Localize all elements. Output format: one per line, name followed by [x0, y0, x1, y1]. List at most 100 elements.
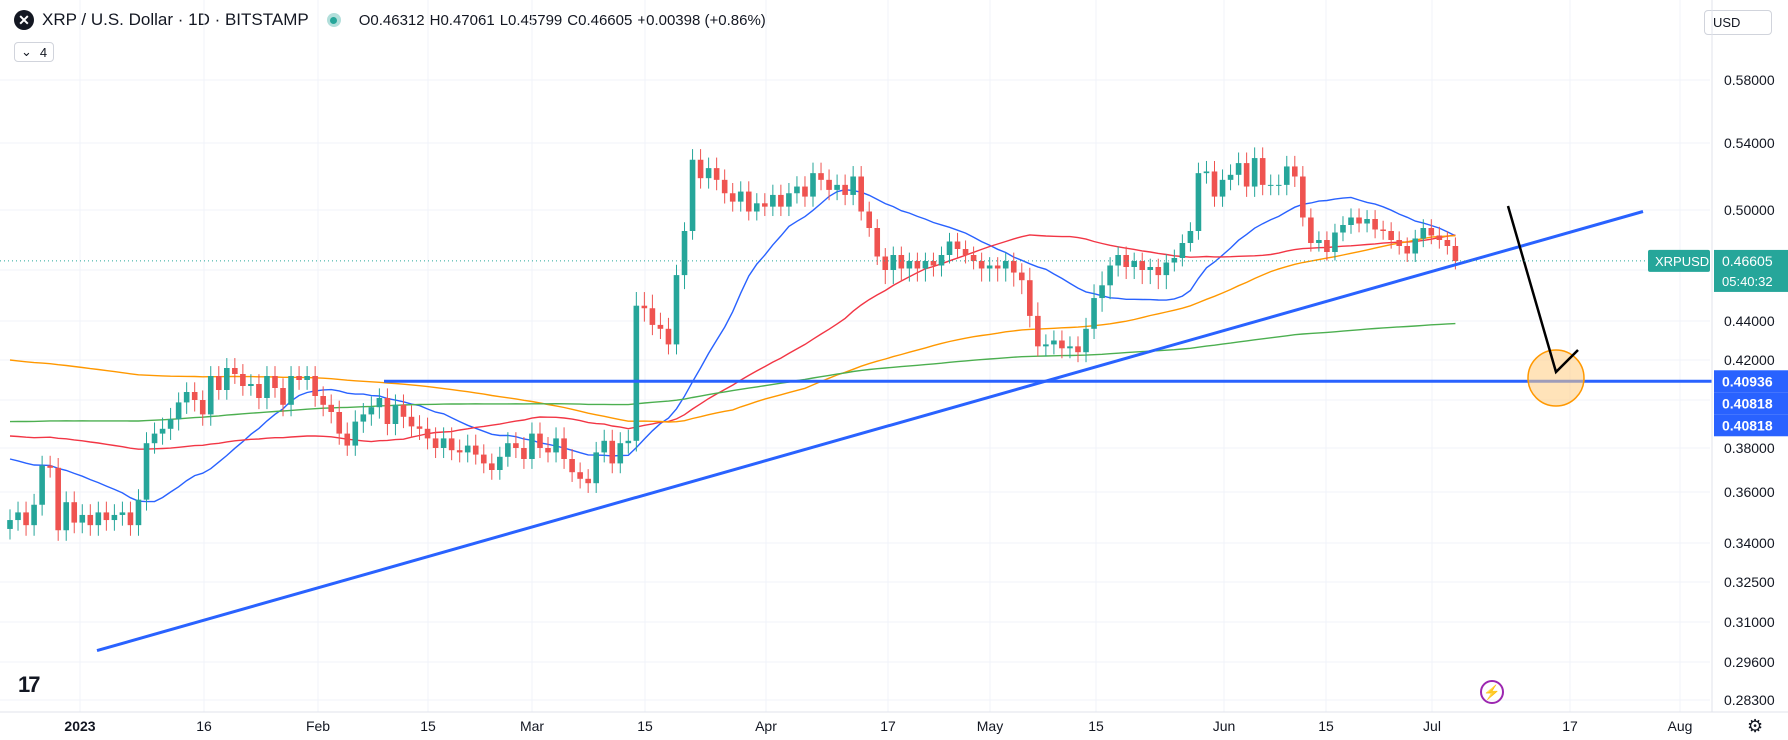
candle-body	[569, 459, 575, 473]
candle-body	[127, 512, 134, 526]
gear-icon[interactable]: ⚙	[1747, 716, 1764, 736]
x-tick-label: 17	[1562, 718, 1578, 734]
x-tick-label: Jul	[1423, 718, 1441, 734]
y-tick-label: 0.28300	[1724, 692, 1775, 708]
candle-body	[215, 376, 222, 390]
ascending-trendline[interactable]	[96, 210, 1644, 653]
candle-body	[1316, 240, 1322, 243]
candle-body	[553, 438, 559, 453]
candle-body	[1444, 240, 1451, 246]
candle-body	[689, 159, 696, 231]
candle-body	[1267, 184, 1274, 186]
candle-body	[489, 463, 495, 470]
candle-body	[681, 231, 688, 276]
candle-body	[240, 374, 246, 386]
tradingview-logo-icon[interactable]: 17	[18, 672, 41, 697]
candle-body	[167, 419, 174, 429]
y-tick-label: 0.38000	[1724, 440, 1775, 456]
candle-body	[376, 398, 383, 408]
candle-body	[657, 324, 664, 329]
candle-body	[1436, 235, 1443, 240]
candle-body	[1123, 255, 1129, 267]
candle-body	[1002, 261, 1009, 269]
candle-body	[1155, 267, 1162, 276]
candle-body	[593, 452, 599, 484]
projection-arrow[interactable]	[1506, 205, 1579, 375]
candle-body	[224, 368, 230, 390]
candle-body	[1292, 166, 1298, 177]
time-axis[interactable]: 2023 16 Feb 15 Mar 15 Apr 17 May 15 Jun 15 Jul 17 Aug	[0, 711, 1788, 734]
candle-body	[1139, 261, 1146, 270]
candle-body	[207, 376, 214, 415]
candle-body	[729, 193, 736, 202]
symbol-title[interactable]: XRP / U.S. Dollar · 1D · BITSTAMP	[42, 10, 309, 29]
candle-body	[962, 249, 969, 255]
candle-body	[1388, 231, 1394, 240]
candle-body	[521, 448, 527, 459]
candle-body	[1187, 231, 1194, 243]
candle-body	[400, 404, 407, 417]
level-label: 0.40936	[1722, 373, 1773, 389]
candle-body	[545, 448, 551, 453]
candle-body	[272, 376, 278, 388]
candle-body	[288, 376, 294, 405]
chevron-down-icon: ⌄	[21, 44, 32, 59]
candle-body	[1203, 171, 1210, 174]
candle-body	[1324, 240, 1330, 252]
candle-body	[1372, 219, 1378, 230]
level-badge	[1714, 392, 1788, 415]
target-zone[interactable]	[1527, 349, 1585, 407]
x-tick-label: 15	[420, 718, 436, 734]
candle-body	[360, 414, 367, 422]
candle-body	[673, 275, 680, 345]
candle-body	[1051, 340, 1057, 345]
candle-body	[505, 443, 511, 457]
candle-body	[23, 512, 29, 526]
candle-body	[143, 443, 150, 500]
candle-body	[1412, 238, 1419, 254]
y-tick-label: 0.50000	[1724, 202, 1775, 218]
candle-body	[1147, 267, 1154, 270]
candle-body	[1364, 219, 1370, 224]
candle-body	[1275, 184, 1282, 186]
candle-body	[1380, 229, 1386, 231]
level-badge	[1714, 370, 1788, 393]
price-axis[interactable]: 0.580000.540000.500000.460000.440000.420…	[1648, 0, 1788, 712]
candle-body	[1340, 225, 1346, 233]
y-tick-label: 0.29600	[1724, 654, 1775, 670]
candle-body	[890, 255, 897, 270]
currency-selector[interactable]: USD	[1704, 10, 1772, 35]
candle-body	[1396, 240, 1402, 246]
indicators-toggle[interactable]: ⌄ 4	[14, 42, 55, 62]
candle-body	[705, 168, 712, 179]
candle-body	[601, 440, 608, 453]
lightning-icon[interactable]: ⚡	[1480, 680, 1504, 704]
candle-body	[464, 445, 471, 453]
candle-body	[1059, 340, 1065, 349]
candle-body	[753, 203, 760, 212]
indicator-count: 4	[39, 44, 48, 60]
candle-body	[986, 265, 993, 269]
candle-body	[1308, 217, 1314, 243]
candle-body	[416, 426, 423, 429]
y-tick-label: 0.42000	[1724, 352, 1775, 368]
ohlc-high: H0.47061	[429, 11, 495, 29]
candle-body	[183, 392, 190, 403]
candle-body	[328, 404, 334, 412]
ohlc-close: C0.46605	[567, 11, 633, 29]
x-tick-label: May	[977, 718, 1003, 734]
y-tick-label: 0.44000	[1724, 313, 1775, 329]
candle-body	[585, 478, 591, 484]
candle-body	[71, 502, 78, 523]
y-tick-label: 0.34000	[1724, 535, 1775, 551]
candle-body	[304, 376, 310, 380]
candle-body	[159, 428, 166, 434]
y-tick-label: 0.58000	[1724, 72, 1775, 88]
candle-body	[135, 499, 142, 526]
candle-body	[296, 376, 302, 380]
ohlc-open: O0.46312	[358, 11, 425, 29]
ohlc-change: +0.00398 (+0.86%)	[637, 11, 766, 29]
candle-body	[175, 402, 182, 420]
candle-body	[15, 512, 21, 521]
